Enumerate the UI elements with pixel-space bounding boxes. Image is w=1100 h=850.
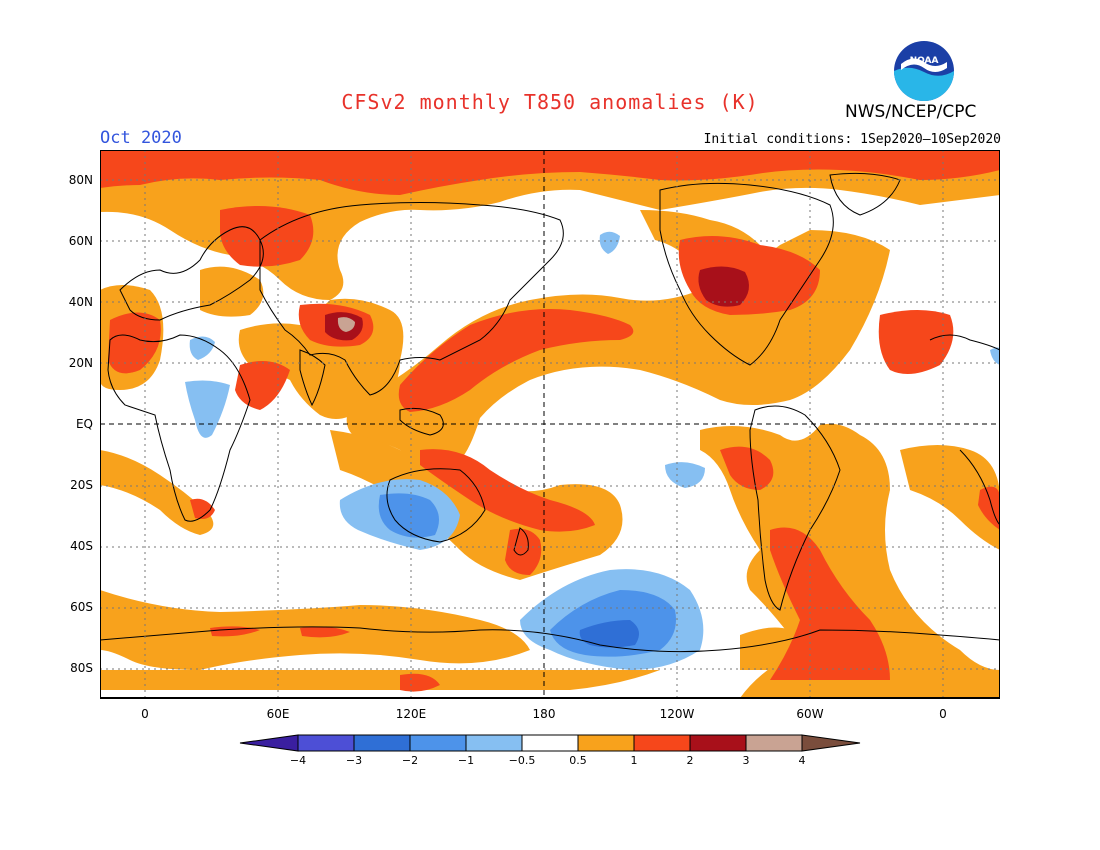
anomaly-map <box>100 150 1000 699</box>
lat-label: 20S <box>70 478 93 492</box>
map-title: CFSv2 monthly T850 anomalies (K) <box>341 90 759 114</box>
lon-label: 120W <box>660 707 695 721</box>
initial-conditions: Initial conditions: 1Sep2020—10Sep2020 <box>703 132 1001 147</box>
equator-dateline <box>100 150 1000 698</box>
colorbar-label: −3 <box>346 754 362 767</box>
colorbar-label: 2 <box>687 754 694 767</box>
map-frame <box>100 150 1000 699</box>
colorbar-swatch <box>465 734 523 752</box>
graticule <box>100 150 1000 698</box>
colorbar-swatch <box>297 734 355 752</box>
lon-label: 60E <box>267 707 290 721</box>
lon-label: 60W <box>796 707 823 721</box>
colorbar-swatch <box>577 734 635 752</box>
lat-label: 60N <box>69 234 93 248</box>
colorbar-label: −2 <box>402 754 418 767</box>
forecast-month: Oct 2020 <box>100 128 182 148</box>
lon-label: 120E <box>396 707 427 721</box>
lon-label: 180 <box>533 707 556 721</box>
moderate-positive-regions <box>100 150 1000 692</box>
logo-text: NOAA <box>910 56 939 66</box>
lat-label: 40N <box>69 295 93 309</box>
colorbar-label: 3 <box>743 754 750 767</box>
colorbar-label: −0.5 <box>509 754 536 767</box>
colorbar-swatch <box>745 734 803 752</box>
colorbar-swatch <box>521 734 579 752</box>
colorbar-swatch <box>409 734 467 752</box>
colorbar-label: −4 <box>290 754 306 767</box>
colorbar-swatch <box>689 734 747 752</box>
lat-label: 20N <box>69 356 93 370</box>
lat-label: 40S <box>70 539 93 553</box>
colorbar-label: −1 <box>458 754 474 767</box>
coastlines <box>100 172 1000 653</box>
org-label: NWS/NCEP/CPC <box>845 102 977 122</box>
strong-negative-regions <box>579 620 639 648</box>
colorbar-label: 0.5 <box>569 754 587 767</box>
extreme-positive-regions <box>337 317 355 332</box>
colorbar-label: 1 <box>631 754 638 767</box>
lat-label: 80S <box>70 661 93 675</box>
lon-label: 0 <box>939 707 947 721</box>
lat-label: 80N <box>69 173 93 187</box>
colorbar-min-arrow <box>239 734 299 752</box>
colorbar-swatch <box>633 734 691 752</box>
lat-label: EQ <box>76 417 93 431</box>
noaa-logo: NOAA <box>894 41 954 101</box>
colorbar-swatch <box>353 734 411 752</box>
colorbar: −4 −3 −2 −1 −0.5 0.5 1 2 3 4 <box>239 734 861 767</box>
colorbar-label: 4 <box>799 754 806 767</box>
colorbar-max-arrow <box>801 734 861 752</box>
lat-label: 60S <box>70 600 93 614</box>
lon-label: 0 <box>141 707 149 721</box>
